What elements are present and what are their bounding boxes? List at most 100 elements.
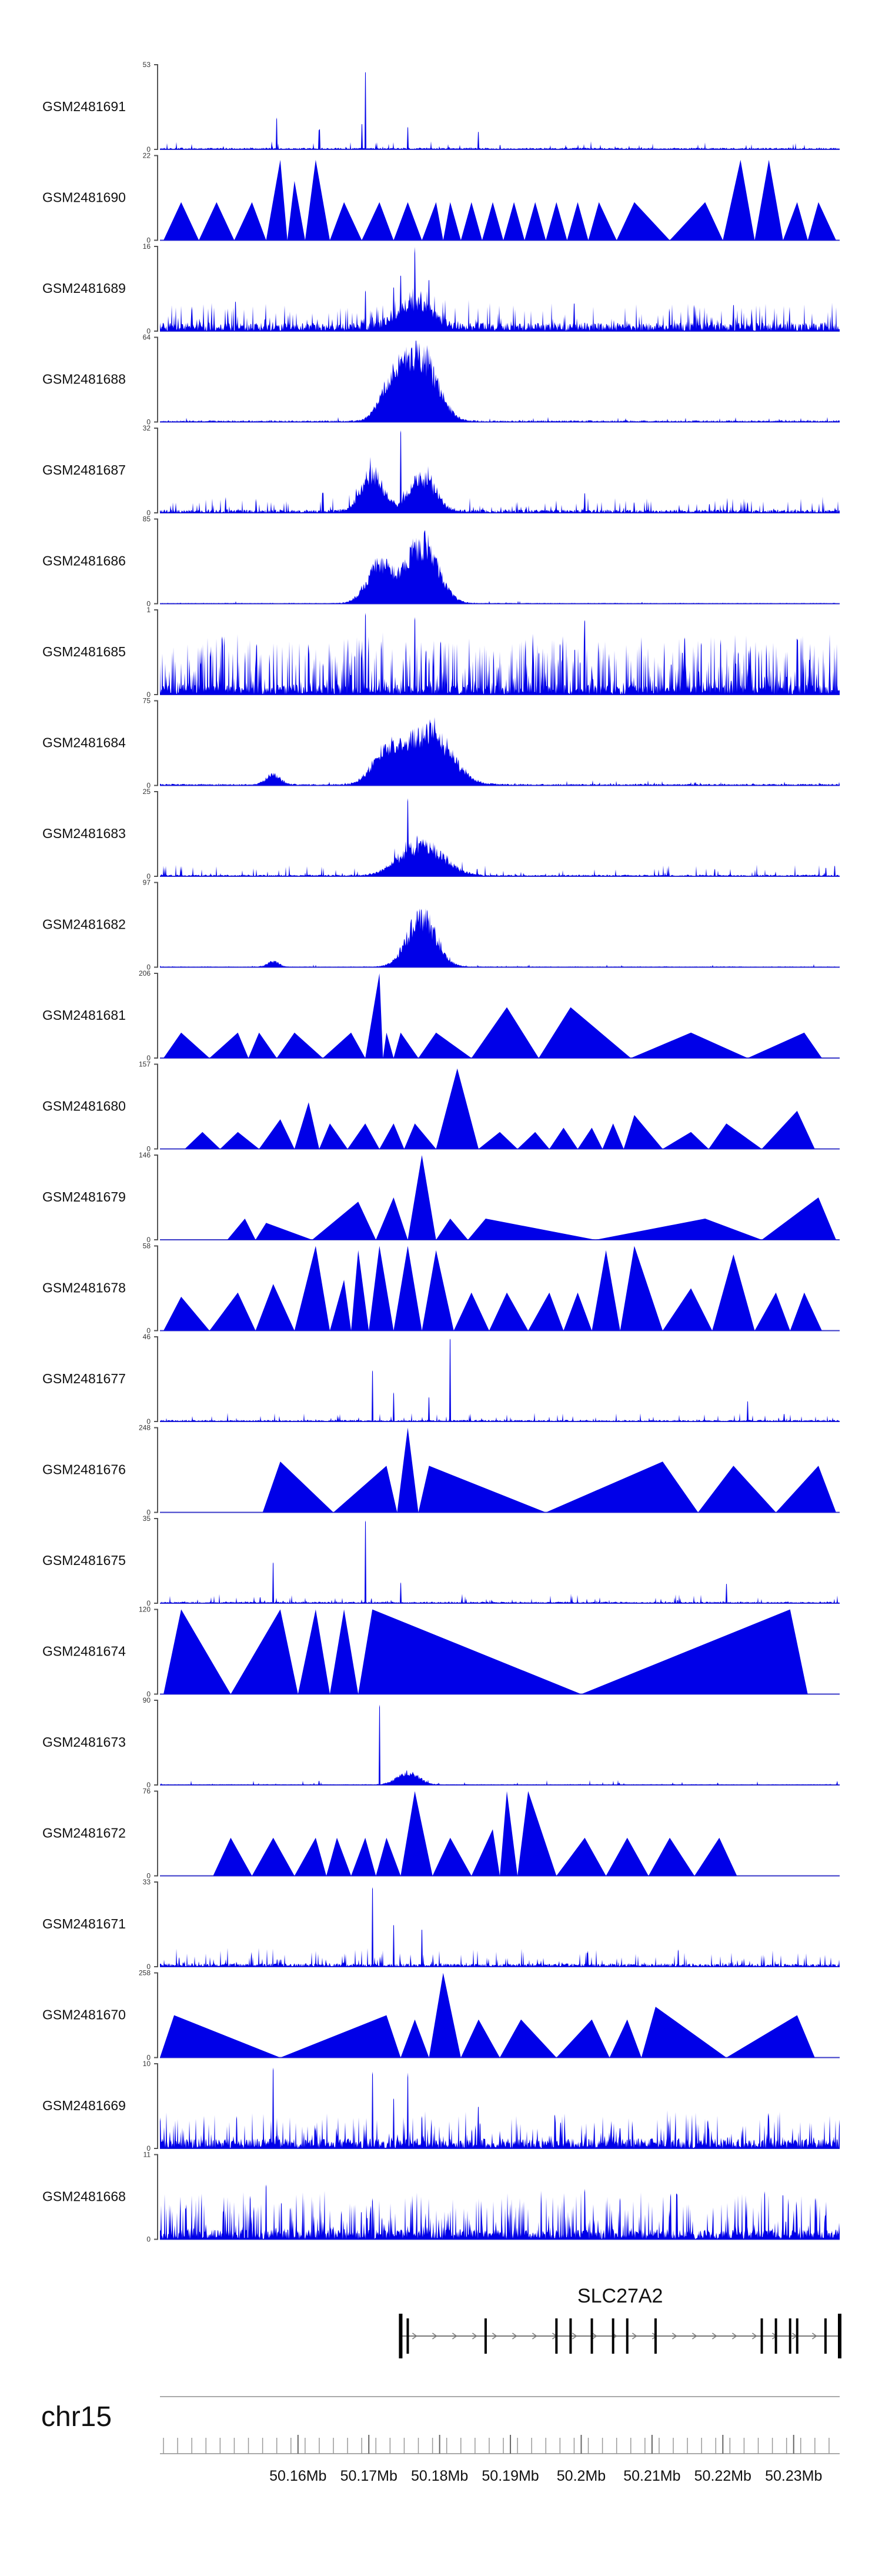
exon xyxy=(569,2318,572,2354)
signal-area xyxy=(160,798,840,876)
y-zero-label: 0 xyxy=(146,1690,151,1699)
track-label: GSM2481691 xyxy=(42,99,126,114)
track-GSM2481671: GSM2481671 33 0 xyxy=(42,1878,840,1971)
y-axis xyxy=(154,1790,158,1877)
exon xyxy=(654,2318,657,2354)
track-GSM2481680: GSM2481680 157 0 xyxy=(42,1060,840,1153)
signal-area xyxy=(160,613,840,695)
signal-area xyxy=(163,973,822,1058)
exon xyxy=(626,2318,629,2354)
track-label: GSM2481671 xyxy=(42,1916,126,1931)
track-GSM2481687: GSM2481687 32 0 xyxy=(42,424,840,517)
gene-annotation-track: SLC27A2 xyxy=(399,2285,841,2358)
track-label: GSM2481679 xyxy=(42,1189,126,1204)
y-max-label: 76 xyxy=(143,1787,151,1796)
signal-area xyxy=(160,1887,840,1967)
strand-arrow xyxy=(691,2333,697,2340)
track-GSM2481679: GSM2481679 146 0 xyxy=(42,1151,840,1244)
track-GSM2481673: GSM2481673 90 0 xyxy=(42,1696,840,1789)
track-label: GSM2481685 xyxy=(42,644,126,659)
y-zero-label: 0 xyxy=(146,327,151,335)
track-GSM2481668: GSM2481668 11 0 xyxy=(42,2151,840,2244)
strand-arrow xyxy=(472,2333,477,2340)
strand-arrow xyxy=(592,2333,597,2340)
track-GSM2481683: GSM2481683 25 0 xyxy=(42,788,840,880)
signal-area xyxy=(213,1791,737,1876)
axis-tick-label: 50.23Mb xyxy=(765,2468,822,2484)
exon xyxy=(406,2318,409,2354)
signal-tracks: GSM2481691530GSM2481690220GSM2481689160G… xyxy=(42,61,840,2244)
track-label: GSM2481681 xyxy=(42,1007,126,1023)
y-axis xyxy=(154,1427,158,1513)
track-GSM2481682: GSM2481682 97 0 xyxy=(42,879,840,972)
y-axis xyxy=(154,1518,158,1604)
track-label: GSM2481676 xyxy=(42,1462,126,1477)
y-zero-label: 0 xyxy=(146,872,151,880)
y-axis xyxy=(154,1336,158,1422)
axis-tick-label: 50.21Mb xyxy=(623,2468,680,2484)
exon xyxy=(590,2318,593,2354)
y-axis xyxy=(154,246,158,332)
exon xyxy=(789,2318,791,2354)
track-GSM2481688: GSM2481688 64 0 xyxy=(42,333,840,426)
track-GSM2481678: GSM2481678 58 0 xyxy=(42,1242,840,1335)
y-axis xyxy=(154,2154,158,2240)
y-max-label: 75 xyxy=(143,697,151,705)
strand-arrow xyxy=(731,2333,737,2340)
exon xyxy=(612,2318,614,2354)
y-max-label: 35 xyxy=(143,1514,151,1523)
y-zero-label: 0 xyxy=(146,1145,151,1153)
signal-area xyxy=(160,2184,840,2240)
track-label: GSM2481683 xyxy=(42,826,126,841)
axis-tick-label: 50.17Mb xyxy=(340,2468,397,2484)
track-label: GSM2481673 xyxy=(42,1734,126,1750)
y-axis xyxy=(154,518,158,605)
track-label: GSM2481686 xyxy=(42,553,126,569)
exon xyxy=(774,2318,777,2354)
strand-arrow xyxy=(811,2333,817,2340)
y-axis xyxy=(154,1609,158,1695)
signal-area xyxy=(160,246,840,331)
y-max-label: 64 xyxy=(143,333,151,342)
y-max-label: 53 xyxy=(143,61,151,69)
track-label: GSM2481669 xyxy=(42,2098,126,2113)
y-axis xyxy=(154,973,158,1059)
y-max-label: 248 xyxy=(139,1424,151,1432)
gene-label: SLC27A2 xyxy=(577,2285,663,2307)
y-zero-label: 0 xyxy=(146,1872,151,1880)
track-label: GSM2481675 xyxy=(42,1553,126,1568)
signal-area xyxy=(160,908,840,967)
track-GSM2481675: GSM2481675 35 0 xyxy=(42,1514,840,1607)
y-zero-label: 0 xyxy=(146,2144,151,2153)
strand-arrow xyxy=(532,2333,537,2340)
y-zero-label: 0 xyxy=(146,782,151,790)
y-axis xyxy=(154,1972,158,2058)
y-max-label: 85 xyxy=(143,515,151,523)
y-max-label: 46 xyxy=(143,1333,151,1341)
y-max-label: 157 xyxy=(139,1060,151,1069)
y-max-label: 22 xyxy=(143,152,151,160)
exon xyxy=(824,2318,827,2354)
track-GSM2481674: GSM2481674 120 0 xyxy=(42,1606,840,1699)
y-max-label: 33 xyxy=(143,1878,151,1886)
signal-area xyxy=(163,1246,822,1331)
genome-axis: chr15 50.16Mb 50.17Mb 50.18Mb 50.19Mb 50.2Mb… xyxy=(41,2396,840,2484)
strand-arrow xyxy=(671,2333,677,2340)
signal-area xyxy=(160,1704,840,1785)
y-zero-label: 0 xyxy=(146,1509,151,1517)
signal-area xyxy=(160,72,840,150)
axis-tick-label: 50.16Mb xyxy=(269,2468,326,2484)
signal-area xyxy=(160,1520,840,1603)
strand-arrow xyxy=(412,2333,417,2340)
y-zero-label: 0 xyxy=(146,963,151,972)
track-label: GSM2481672 xyxy=(42,1826,126,1841)
y-max-label: 11 xyxy=(143,2151,151,2159)
strand-arrow xyxy=(572,2333,577,2340)
y-max-label: 97 xyxy=(143,879,151,887)
track-GSM2481681: GSM2481681 206 0 xyxy=(42,969,840,1062)
y-zero-label: 0 xyxy=(146,1963,151,1971)
track-label: GSM2481677 xyxy=(42,1371,126,1386)
exon xyxy=(484,2318,487,2354)
signal-area xyxy=(227,1155,836,1240)
